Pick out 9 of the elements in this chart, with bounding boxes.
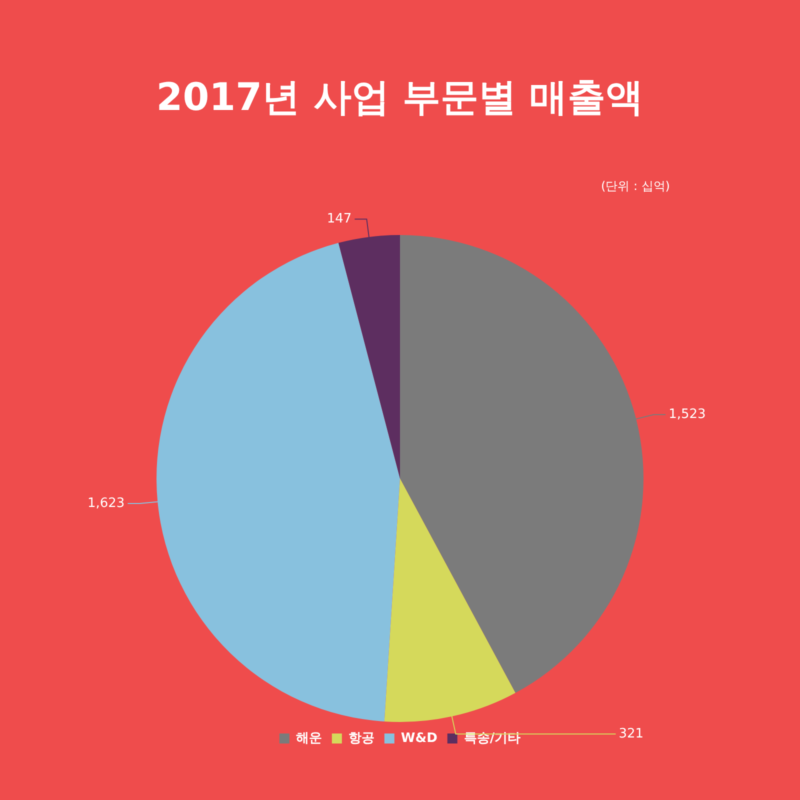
legend-label: 해운	[296, 730, 322, 746]
text: (단위 : 십억)	[600, 178, 670, 195]
legend-label: 항공	[348, 730, 374, 746]
data-label: 1,523	[668, 406, 706, 422]
data-label: 147	[326, 212, 352, 227]
data-label: 321	[618, 726, 644, 742]
data-label: 1,623	[87, 496, 125, 511]
legend-label: W&D	[400, 730, 438, 746]
chart-title: 2017년 사업 부문별 매출액	[155, 74, 645, 121]
